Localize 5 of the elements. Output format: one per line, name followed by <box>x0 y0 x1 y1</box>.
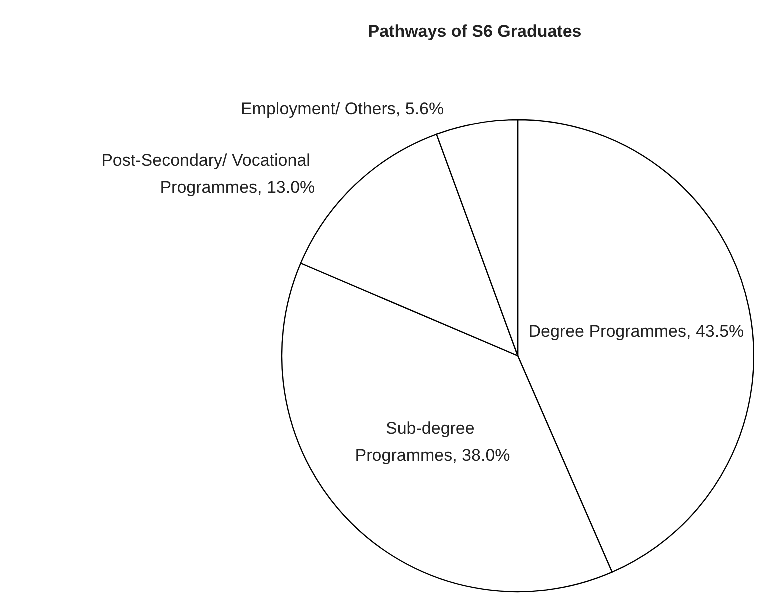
chart-title: Pathways of S6 Graduates <box>368 22 582 41</box>
slice-label: Post-Secondary/ Vocational Programmes, 13.0% <box>102 150 316 197</box>
slice-label: Degree Programmes, 43.5% <box>528 322 744 341</box>
slice-label: Sub-degree Programmes, 38.0% <box>355 418 510 465</box>
slice-label: Employment/ Others, 5.6% <box>240 99 444 118</box>
